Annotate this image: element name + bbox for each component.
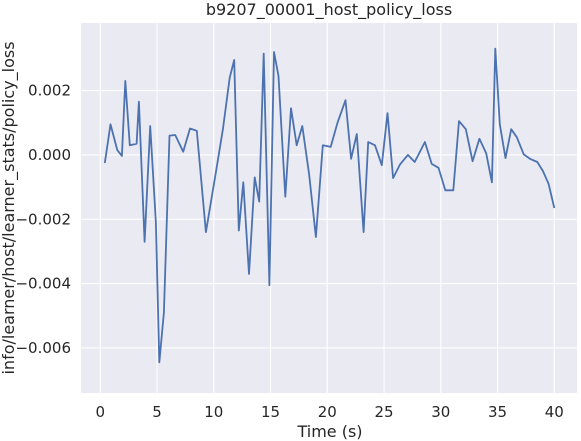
series-line <box>103 47 556 364</box>
y-tick-label: −0.002 <box>15 210 71 228</box>
x-tick-label: 30 <box>431 403 450 421</box>
x-tick-label: 20 <box>318 403 337 421</box>
y-tick-label: 0.000 <box>28 146 71 164</box>
x-tick-label: 40 <box>545 403 564 421</box>
y-tick-label: 0.002 <box>28 82 71 100</box>
x-tick-label: 5 <box>152 403 162 421</box>
y-tick-label: −0.004 <box>15 275 71 293</box>
x-tick-label: 10 <box>204 403 223 421</box>
x-tick-labels: 0 5 10 15 20 25 30 35 40 <box>96 403 564 421</box>
chart-title: b9207_00001_host_policy_loss <box>206 0 452 20</box>
y-tick-labels: −0.006 −0.004 −0.002 0.000 0.002 <box>15 82 71 357</box>
x-tick-label: 25 <box>375 403 394 421</box>
x-tick-label: 15 <box>261 403 280 421</box>
x-axis-label: Time (s) <box>296 422 362 441</box>
y-tick-label: −0.006 <box>15 339 71 357</box>
x-tick-label: 35 <box>488 403 507 421</box>
y-axis-label: info/learner/host/learner_stats/policy_l… <box>0 41 19 374</box>
x-tick-label: 0 <box>96 403 106 421</box>
